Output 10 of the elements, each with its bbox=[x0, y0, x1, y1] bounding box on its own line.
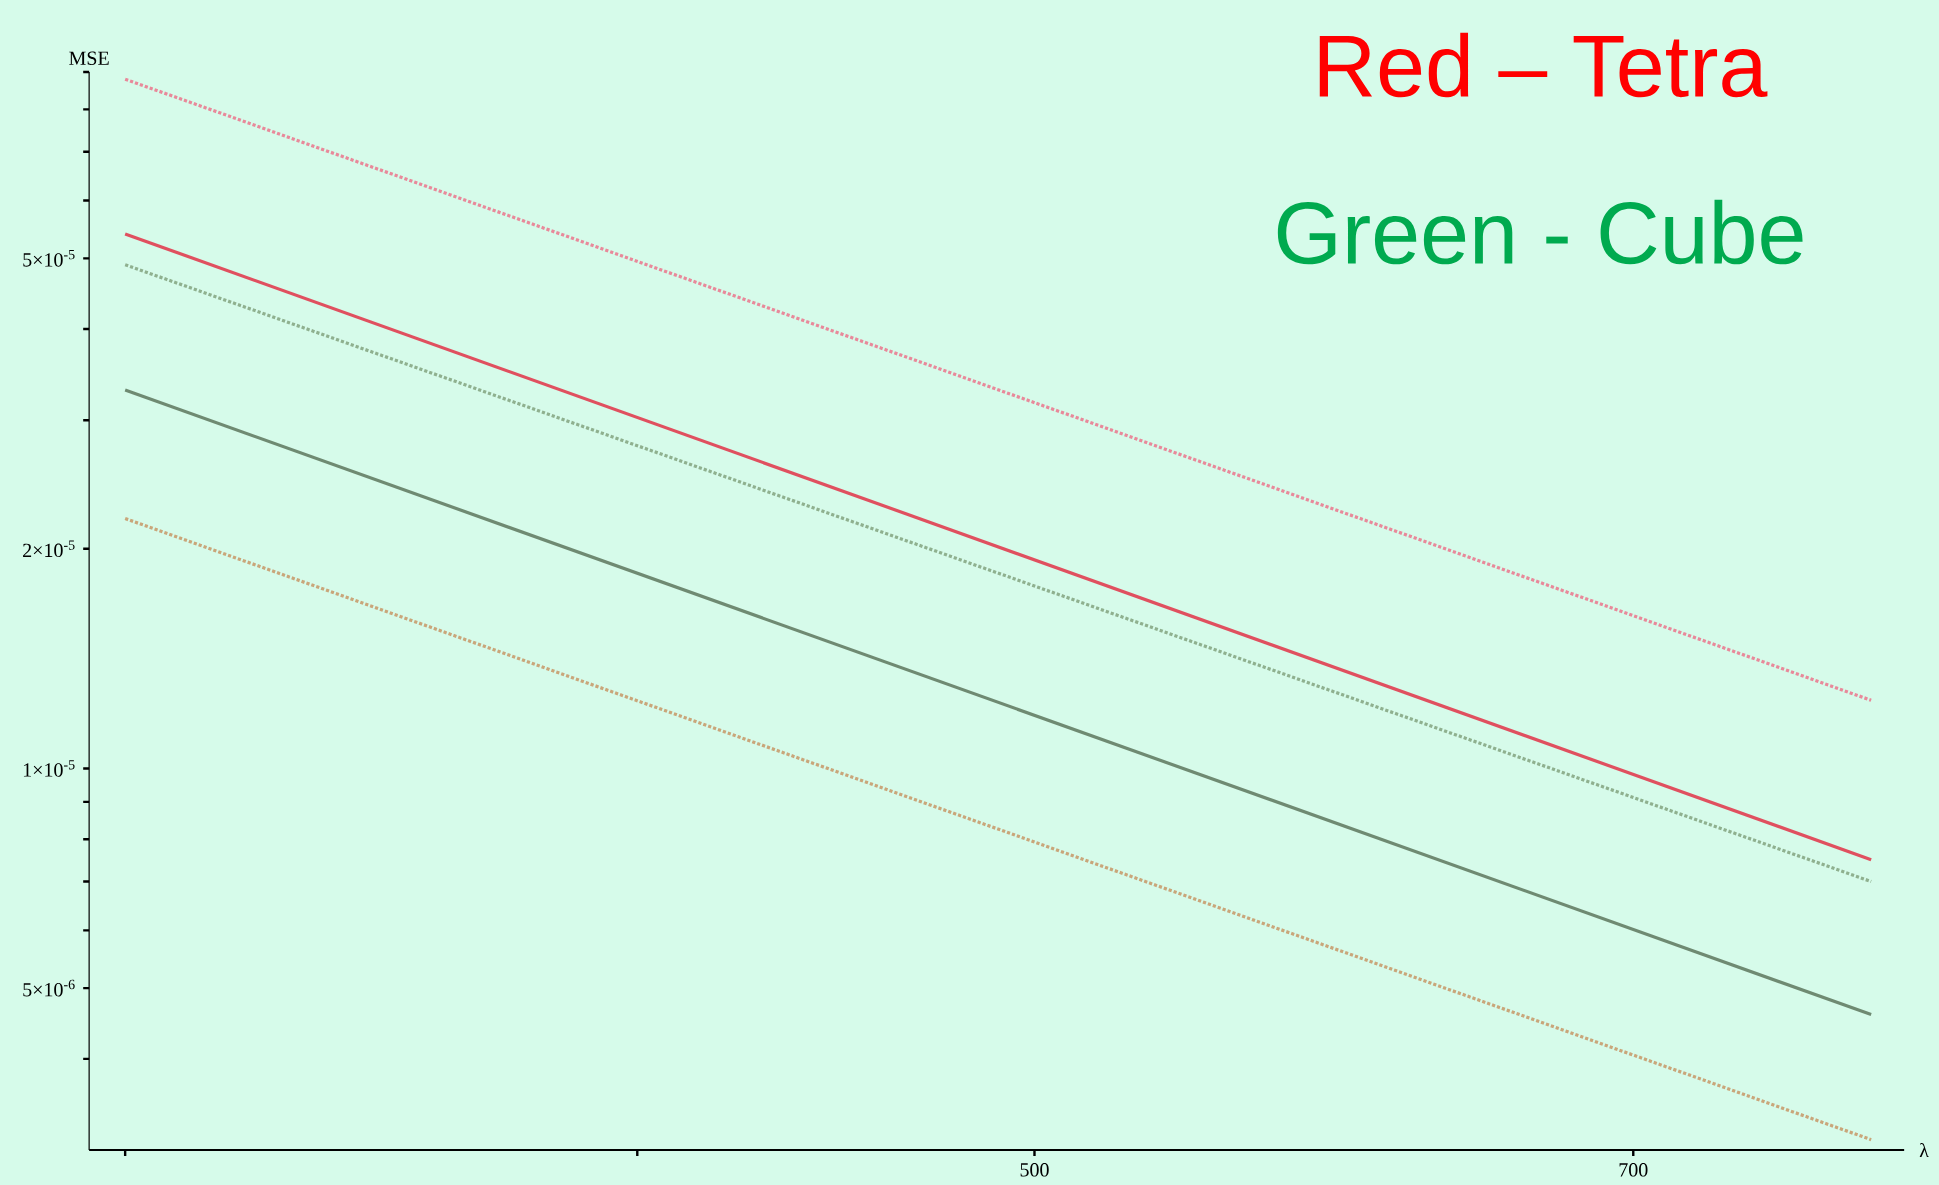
y-tick-label: 5×10$^{-6}$ bbox=[23, 979, 75, 997]
x-tick-label: 700 bbox=[1619, 1163, 1648, 1177]
y-tick-label: 2×10$^{-5}$ bbox=[23, 540, 75, 558]
annotation: Green - Cube bbox=[1277, 199, 1803, 265]
annotation: Red – Tetra bbox=[1319, 32, 1768, 98]
y-tick-label: 5×10$^{-5}$ bbox=[23, 250, 75, 267]
y-tick-label: 1×10$^{-5}$ bbox=[23, 760, 75, 777]
x-axis-title: λ bbox=[1919, 1143, 1929, 1158]
x-tick-label: 500 bbox=[1020, 1163, 1049, 1177]
y-axis-title: MSE bbox=[69, 51, 109, 65]
